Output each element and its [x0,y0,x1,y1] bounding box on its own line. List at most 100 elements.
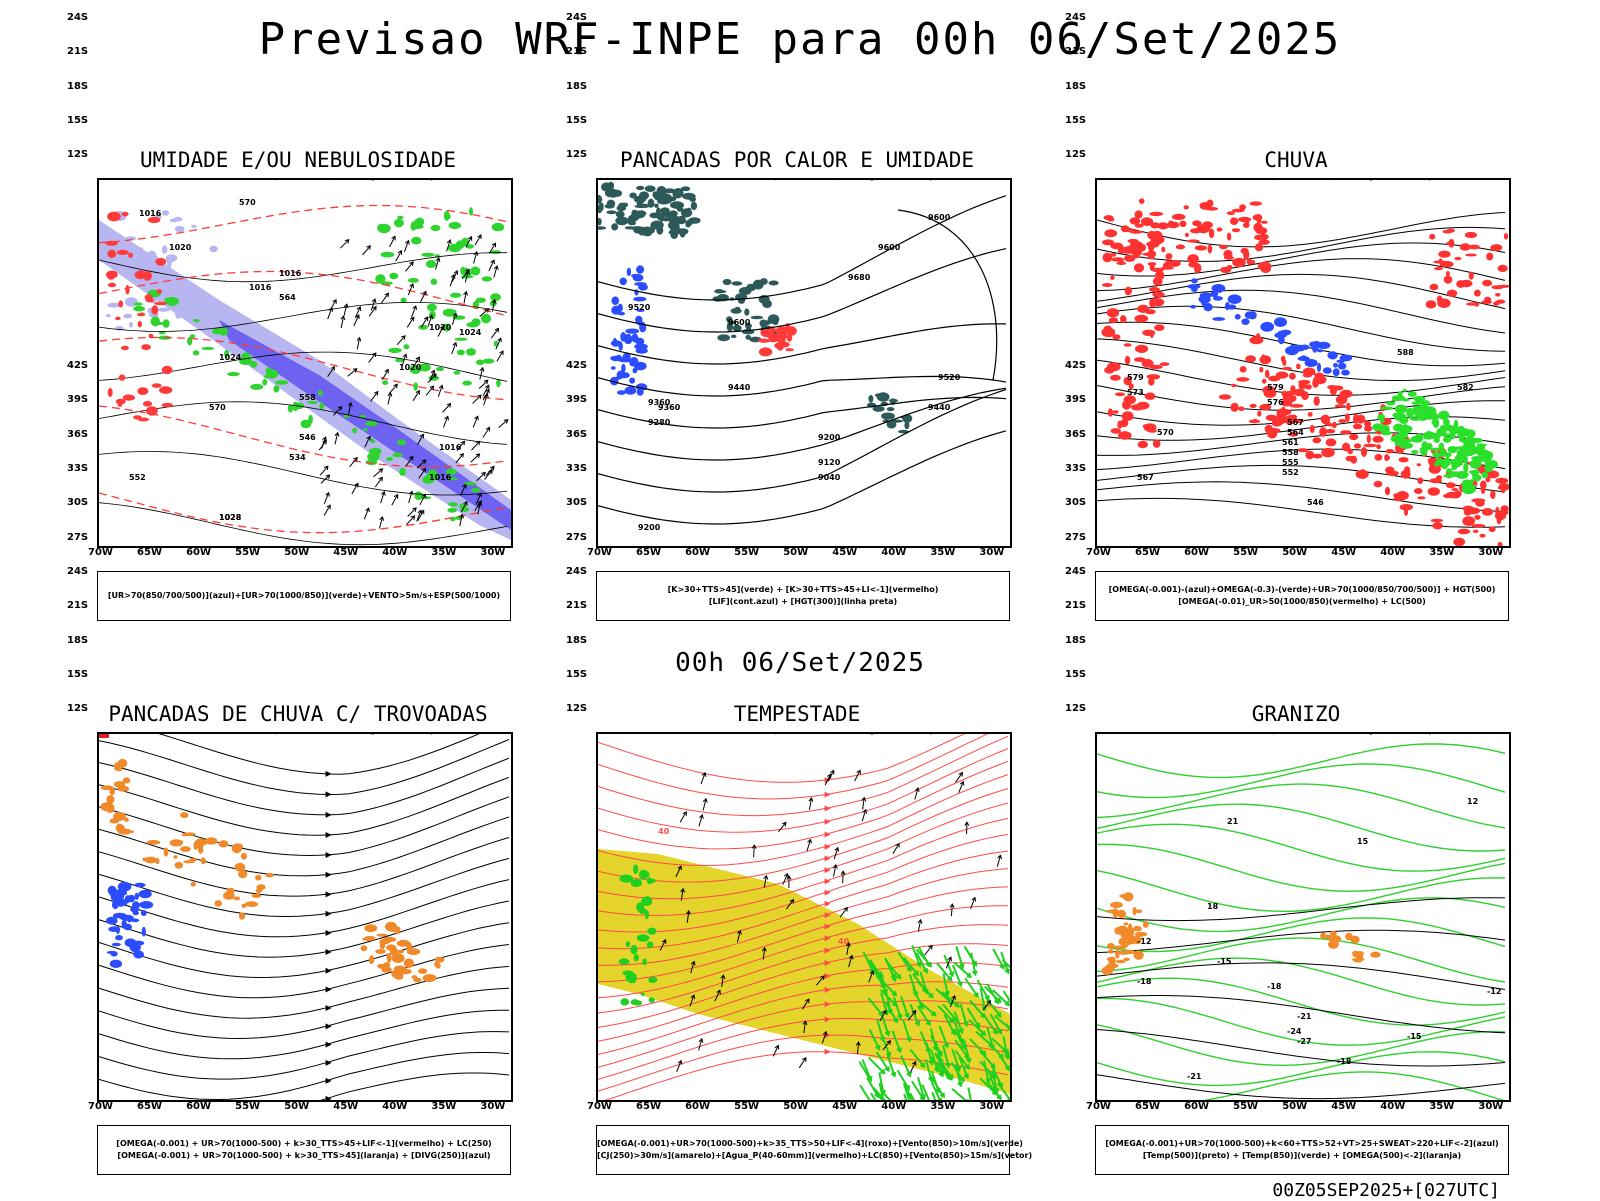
contour-label: 9440 [728,383,751,392]
contour-label: 1016 [249,283,272,292]
latitude-label: 24S [566,566,587,577]
latitude-label: 12S [67,703,88,714]
legend-line: [OMEGA(-0.001) + UR>70(1000-500) + k>30_… [98,1138,510,1150]
longitude-label: 40W [382,1101,407,1112]
run-code-label: 00Z05SEP2025+[027UTC] [1272,1180,1500,1201]
latitude-label: 21S [67,46,88,57]
contour-label: -18 [1137,977,1152,986]
contour-label: 1016 [139,209,162,218]
legend-box: [OMEGA(-0.001)+UR>70(1000-500)+k>35_TTS>… [596,1125,1010,1175]
legend-line: [OMEGA(-0.001)+UR>70(1000-500)+k>35_TTS>… [597,1138,1009,1150]
latitude-label: 12S [566,149,587,160]
longitude-label: 50W [1282,1101,1307,1112]
contour-label: 9200 [638,523,661,532]
latitude-label: 12S [1065,703,1086,714]
contour-label: 9520 [628,303,651,312]
rain-red-area [1426,229,1509,309]
page-title: Previsao WRF-INPE para 00h 06/Set/2025 [0,14,1600,65]
longitude-label: 35W [431,1101,456,1112]
longitude-label: 55W [1233,547,1258,558]
latitude-label: 24S [1065,12,1086,23]
thunder-red-area [99,734,109,738]
hgt500-contour [1097,498,1505,527]
temp500-contour [1097,930,1505,952]
latitude-label: 18S [566,81,587,92]
contour-label: 561 [1282,438,1299,447]
longitude-label: 45W [1331,1101,1356,1112]
latitude-label: 42S [566,360,587,371]
map-canvas: -12-15-18-21-24-27-18-15-12-21-181518211… [1097,734,1509,1100]
legend-line: [K>30+TTS>45](verde) + [K>30+TTS>45+LI<-… [597,584,1009,596]
legend-line: [OMEGA(-0.001) + UR>70(1000-500) + k>30_… [98,1150,510,1162]
temp850-contour [1097,918,1505,952]
contour-label: 18 [1207,902,1219,911]
longitude-label: 70W [587,547,612,558]
latitude-label: 27S [566,532,587,543]
longitude-label: 65W [137,1101,162,1112]
contour-label: -12 [1137,937,1151,946]
contour-label: 1024 [459,328,482,337]
longitude-label: 60W [1184,547,1209,558]
temp850-contour [1097,824,1505,871]
contour-label: 9600 [878,243,901,252]
longitude-label: 30W [480,547,505,558]
longitude-label: 70W [88,1101,113,1112]
longitude-label: 40W [382,547,407,558]
longitude-label: 65W [636,1101,661,1112]
latitude-label: 12S [566,703,587,714]
contour-label: 588 [1397,348,1414,357]
temp850-contour [1097,784,1505,828]
longitude-label: 50W [284,1101,309,1112]
contour-label: 558 [1282,448,1299,457]
map-canvas: 9600960095209440936092809200912090409440… [598,180,1010,546]
contour-label: -21 [1297,1012,1312,1021]
latitude-label: 21S [67,600,88,611]
latitude-label: 30S [566,497,587,508]
longitude-label: 65W [1135,547,1160,558]
contour-label: 9280 [648,418,671,427]
temp850-contour [1097,844,1505,891]
latitude-label: 39S [67,394,88,405]
map-canvas: 5885825795765705675645615585555525465795… [1097,180,1509,546]
contour-label: -18 [1337,1057,1352,1066]
latitude-label: 33S [1065,463,1086,474]
latitude-label: 42S [67,360,88,371]
longitude-label: 70W [587,1101,612,1112]
longitude-label: 60W [186,547,211,558]
contour-label: -27 [1297,1037,1311,1046]
latitude-label: 27S [1065,532,1086,543]
longitude-label: 30W [979,1101,1004,1112]
contour-label: -18 [1267,982,1282,991]
contour-label: 579 [1267,383,1284,392]
latitude-label: 21S [1065,600,1086,611]
rain-red-area [1102,198,1271,273]
longitude-label: 70W [1086,1101,1111,1112]
legend-line: [Temp(500)](preto) + [Temp(850)](verde) … [1096,1150,1508,1162]
contour-label: 21 [1227,817,1239,826]
contour-label: -21 [1187,1072,1202,1081]
longitude-label: 55W [235,1101,260,1112]
longitude-label: 40W [1380,1101,1405,1112]
contour-label: 9600 [928,213,951,222]
contour-label: 9520 [938,373,961,382]
contour-label: 1016 [439,443,462,452]
contour-label: 9120 [818,458,841,467]
latitude-label: 27S [67,532,88,543]
longitude-label: 60W [1184,1101,1209,1112]
contour-label: -12 [1487,987,1501,996]
latitude-label: 21S [566,600,587,611]
legend-box: [OMEGA(-0.001)+UR>70(1000-500)+k<60+TTS>… [1095,1125,1509,1175]
latitude-label: 15S [67,115,88,126]
map-panel-granizo: GRANIZO-12-15-18-21-24-27-18-15-12-21-18… [1055,702,1517,1173]
contour-label: 546 [1307,498,1324,507]
longitude-label: 30W [1478,1101,1503,1112]
contour-label: 555 [1282,458,1299,467]
panel-title: CHUVA [1085,148,1507,172]
panel-title: PANCADAS POR CALOR E UMIDADE [586,148,1008,172]
contour-label: -15 [1407,1032,1422,1041]
latitude-label: 18S [1065,81,1086,92]
longitude-label: 60W [186,1101,211,1112]
humidity-lower-area [375,207,504,391]
